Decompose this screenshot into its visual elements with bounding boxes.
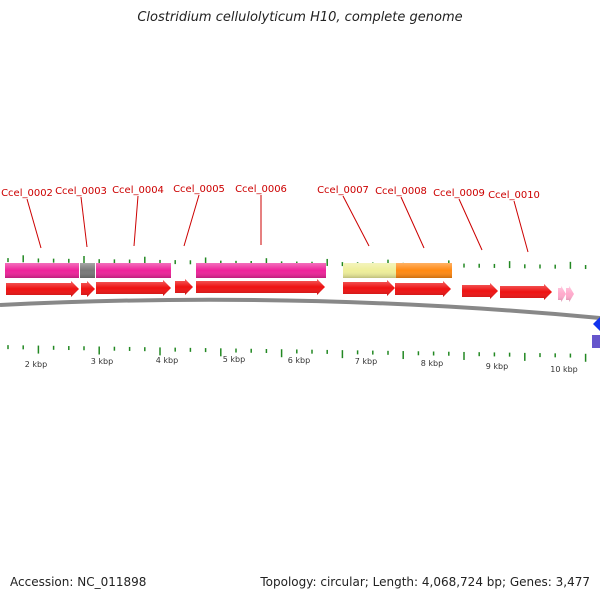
cds-arrow-shade	[566, 286, 574, 302]
tick-row-bottom	[7, 345, 587, 362]
gene-label[interactable]: Ccel_0002	[1, 188, 53, 199]
axis-label: 3 kbp	[91, 357, 113, 366]
cog-feature-shade	[343, 263, 396, 278]
gene-label-line	[513, 200, 529, 253]
axis-labels: 2 kbp 3 kbp 4 kbp 5 kbp 6 kbp 7 kbp 8 kbp 9 kbp…	[25, 355, 578, 374]
cds-arrow-shade	[462, 283, 498, 299]
gene-label-line	[458, 198, 483, 251]
gene-label-lines	[26, 194, 529, 253]
axis-label: 4 kbp	[156, 356, 178, 365]
gene-label[interactable]: Ccel_0009	[433, 188, 485, 199]
axis-label: 10 kbp	[550, 365, 578, 374]
gene-label[interactable]: Ccel_0008	[375, 186, 427, 197]
genome-backbone	[0, 297, 600, 320]
cds-feature-row	[6, 279, 574, 302]
gene-label-line	[133, 195, 139, 247]
cog-feature-row	[5, 263, 452, 278]
edge-feature-blue[interactable]	[593, 317, 600, 331]
cog-feature-shade	[396, 263, 452, 278]
cog-feature-shade	[80, 263, 95, 278]
gene-label[interactable]: Ccel_0010	[488, 190, 540, 201]
gene-label[interactable]: Ccel_0007	[317, 185, 369, 196]
cds-arrow-shade	[196, 279, 325, 295]
gene-label-line	[80, 196, 88, 248]
edge-features	[592, 317, 600, 348]
gene-label[interactable]: Ccel_0003	[55, 186, 107, 197]
map-title: Clostridium cellulolyticum H10, complete…	[137, 10, 463, 25]
axis-label: 5 kbp	[223, 355, 245, 364]
cds-arrow-shade	[175, 279, 193, 295]
axis-label: 8 kbp	[421, 359, 443, 368]
cds-arrow-shade	[500, 284, 552, 300]
cog-feature-shade	[5, 263, 79, 278]
gene-label-line	[342, 195, 370, 247]
gene-label[interactable]: Ccel_0005	[173, 184, 225, 195]
axis-label: 2 kbp	[25, 360, 47, 369]
gene-label[interactable]: Ccel_0006	[235, 184, 287, 195]
cds-arrow-shade	[343, 280, 395, 296]
cog-feature-shade	[96, 263, 171, 278]
cds-arrow-shade	[96, 280, 171, 296]
genome-summary: Topology: circular; Length: 4,068,724 bp…	[260, 575, 590, 589]
cds-arrow-shade	[81, 281, 95, 297]
cds-arrow-shade	[558, 286, 566, 302]
cds-arrow-shade	[395, 281, 451, 297]
gene-label-line	[26, 198, 42, 249]
axis-label: 7 kbp	[355, 357, 377, 366]
edge-feature-purple[interactable]	[592, 335, 600, 348]
accession: Accession: NC_011898	[10, 575, 147, 589]
gene-labels: Ccel_0002 Ccel_0003 Ccel_0004 Ccel_0005 Ccel…	[1, 184, 540, 201]
cog-feature-shade	[196, 263, 326, 278]
gene-label[interactable]: Ccel_0004	[112, 185, 164, 196]
gene-label-line	[400, 196, 425, 249]
axis-label: 6 kbp	[288, 356, 310, 365]
cds-arrow-shade	[6, 281, 79, 297]
gene-label-line	[183, 194, 200, 247]
axis-label: 9 kbp	[486, 362, 508, 371]
